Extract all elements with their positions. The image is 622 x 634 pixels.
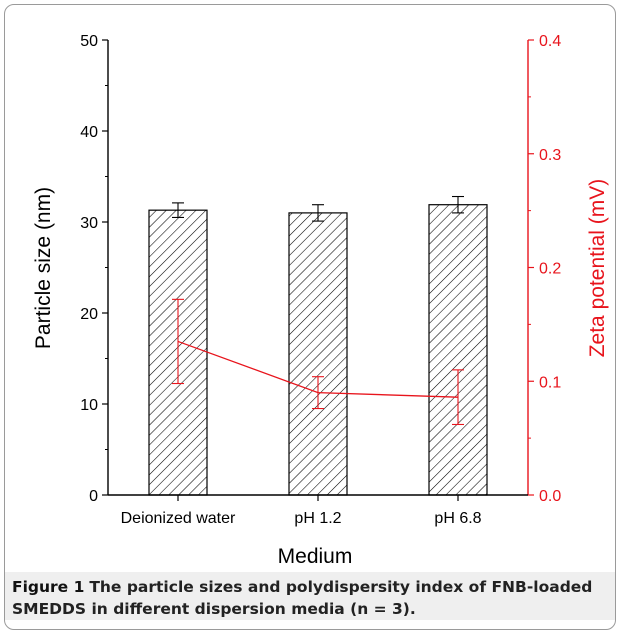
y-axis-title: Particle size (nm) — [32, 187, 55, 349]
y2-axis-title: Zeta potential (mV) — [586, 179, 609, 358]
bar — [288, 212, 348, 496]
x-tick-label: pH 1.2 — [294, 510, 341, 527]
right-tick-label: 0.2 — [539, 261, 561, 278]
zeta-line-series — [172, 298, 464, 426]
right-tick-label: 0.3 — [539, 147, 561, 164]
right-y-axis: 0.0 0.1 0.2 0.3 0.4 — [527, 33, 561, 505]
left-tick-label: 20 — [80, 306, 98, 323]
x-axis-title: Medium — [278, 545, 353, 568]
bar — [428, 204, 488, 496]
left-y-axis: 0 10 20 30 40 50 — [80, 33, 109, 505]
left-tick-label: 0 — [89, 488, 98, 505]
bar — [148, 209, 208, 496]
right-tick-label: 0.0 — [539, 488, 561, 505]
figure-caption: Figure 1 The particle sizes and polydisp… — [12, 576, 610, 620]
x-tick-label: Deionized water — [121, 510, 236, 527]
right-tick-label: 0.4 — [539, 33, 561, 50]
right-tick-label: 0.1 — [539, 374, 561, 391]
left-tick-label: 40 — [80, 124, 98, 141]
caption-text: The particle sizes and polydispersity in… — [12, 578, 593, 618]
left-tick-label: 50 — [80, 33, 98, 50]
x-tick-label: pH 6.8 — [434, 510, 481, 527]
chart: 0 10 20 30 40 50 0.0 0.1 0.2 0.3 0.4 Deionized wa… — [32, 33, 609, 568]
left-tick-label: 30 — [80, 215, 98, 232]
caption-label: Figure 1 — [12, 578, 85, 596]
left-tick-label: 10 — [80, 397, 98, 414]
bar-series — [148, 195, 488, 496]
x-axis: Deionized water pH 1.2 pH 6.8 — [108, 494, 528, 527]
caption-band — [5, 572, 615, 620]
